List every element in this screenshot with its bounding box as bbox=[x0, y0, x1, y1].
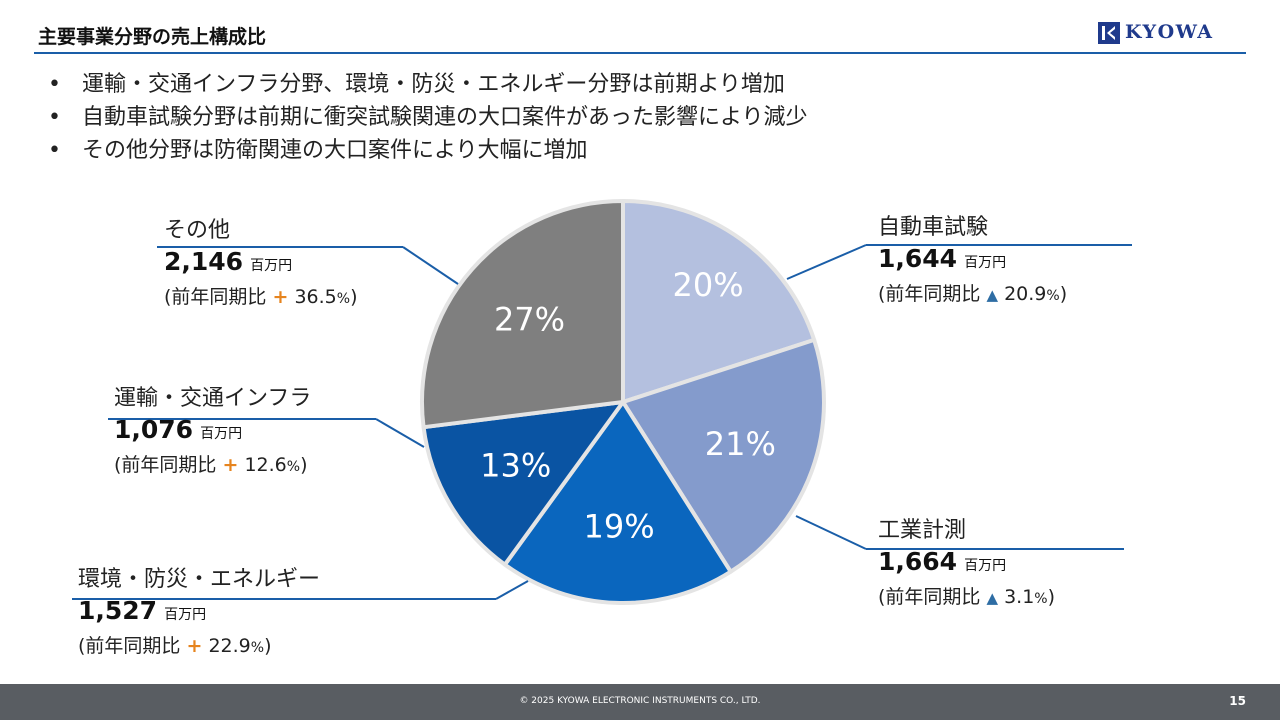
segment-sales-unit: 百万円 bbox=[964, 558, 1007, 574]
callout-leader-line bbox=[402, 246, 459, 285]
segment-sales-value: 1,527 bbox=[78, 596, 158, 625]
yoy-percent-sign: % bbox=[336, 291, 351, 307]
yoy-suffix: ) bbox=[264, 635, 272, 657]
slice-callout: 環境・防災・エネルギー 1,527 百万円 (前年同期比 + 22.9%) bbox=[78, 566, 320, 662]
segment-sales-unit: 百万円 bbox=[250, 258, 293, 274]
callout-leader-line bbox=[375, 418, 425, 448]
pie-slice bbox=[621, 199, 817, 404]
segment-name: 環境・防災・エネルギー bbox=[78, 567, 321, 592]
segment-name: 自動車試験 bbox=[878, 215, 989, 240]
yoy-value: 22.9 bbox=[208, 635, 251, 657]
bullet-item: その他分野は防衛関連の大口案件により大幅に増加 bbox=[48, 134, 808, 167]
copyright-text: © 2025 KYOWA ELECTRONIC INSTRUMENTS CO.,… bbox=[519, 696, 761, 706]
yoy-prefix: (前年同期比 bbox=[878, 586, 981, 608]
segment-sales-value: 1,076 bbox=[114, 415, 194, 444]
yoy-sign: + bbox=[186, 635, 203, 657]
segment-sales-unit: 百万円 bbox=[200, 426, 243, 442]
callout-leader-line bbox=[495, 580, 529, 600]
pie-slice-percent-label: 21% bbox=[705, 425, 776, 463]
yoy-percent-sign: % bbox=[1034, 591, 1048, 607]
company-logo: KYOWA bbox=[1098, 20, 1248, 46]
pie-slice-percent-label: 13% bbox=[480, 446, 551, 484]
yoy-percent-sign: % bbox=[286, 459, 301, 475]
yoy-prefix: (前年同期比 bbox=[164, 286, 267, 308]
yoy-percent-sign: % bbox=[1046, 288, 1060, 304]
yoy-suffix: ) bbox=[300, 454, 308, 476]
slice-callout: その他 2,146 百万円 (前年同期比 + 36.5%) bbox=[164, 217, 357, 313]
pie-slice bbox=[621, 337, 826, 574]
yoy-sign: + bbox=[272, 286, 289, 308]
kyowa-logo-icon bbox=[1098, 22, 1120, 44]
slice-callout: 自動車試験 1,644 百万円 (前年同期比 ▲ 20.9%) bbox=[878, 214, 1067, 310]
yoy-prefix: (前年同期比 bbox=[78, 635, 181, 657]
yoy-suffix: ) bbox=[350, 286, 358, 308]
yoy-prefix: (前年同期比 bbox=[114, 454, 217, 476]
pie-slice-percent-label: 20% bbox=[673, 266, 744, 304]
yoy-suffix: ) bbox=[1047, 586, 1056, 608]
yoy-value: 36.5 bbox=[294, 286, 337, 308]
callout-leader-line bbox=[795, 515, 867, 550]
yoy-value: 20.9 bbox=[1004, 283, 1047, 305]
pie-chart: 20% 21% 19% 13% 27% bbox=[72, 199, 1132, 605]
page-title: 主要事業分野の売上構成比 bbox=[38, 26, 267, 48]
callout-leader-line bbox=[786, 244, 867, 280]
segment-name: 工業計測 bbox=[878, 518, 967, 543]
page-number: 15 bbox=[1229, 694, 1246, 708]
slice-callout: 工業計測 1,664 百万円 (前年同期比 ▲ 3.1%) bbox=[878, 517, 1055, 613]
footer-bar: © 2025 KYOWA ELECTRONIC INSTRUMENTS CO.,… bbox=[0, 684, 1280, 720]
yoy-prefix: (前年同期比 bbox=[878, 283, 981, 305]
segment-sales-value: 2,146 bbox=[164, 247, 244, 276]
summary-bullets: 運輸・交通インフラ分野、環境・防災・エネルギー分野は前期より増加 自動車試験分野… bbox=[48, 68, 808, 167]
bullet-item: 運輸・交通インフラ分野、環境・防災・エネルギー分野は前期より増加 bbox=[48, 68, 808, 101]
yoy-value: 3.1 bbox=[1004, 586, 1035, 608]
segment-sales-value: 1,664 bbox=[878, 547, 958, 576]
yoy-value: 12.6 bbox=[244, 454, 287, 476]
pie-slice-percent-label: 27% bbox=[494, 301, 565, 339]
yoy-suffix: ) bbox=[1059, 283, 1068, 305]
slice-callout: 運輸・交通インフラ 1,076 百万円 (前年同期比 + 12.6%) bbox=[114, 385, 311, 481]
yoy-sign: ▲ bbox=[986, 589, 999, 607]
pie-slice bbox=[420, 199, 625, 430]
segment-name: その他 bbox=[164, 218, 231, 243]
segment-sales-unit: 百万円 bbox=[964, 255, 1007, 271]
segment-name: 運輸・交通インフラ bbox=[114, 386, 312, 411]
pie-slice-percent-label: 19% bbox=[584, 508, 655, 546]
segment-sales-unit: 百万円 bbox=[164, 607, 207, 623]
segment-sales-value: 1,644 bbox=[878, 244, 958, 273]
logo-text: KYOWA bbox=[1125, 21, 1214, 43]
pie-slice bbox=[421, 400, 625, 567]
pie-slice bbox=[502, 400, 733, 605]
bullet-item: 自動車試験分野は前期に衝突試験関連の大口案件があった影響により減少 bbox=[48, 101, 808, 134]
title-divider bbox=[34, 52, 1246, 54]
yoy-sign: + bbox=[222, 454, 239, 476]
yoy-percent-sign: % bbox=[250, 640, 265, 656]
yoy-sign: ▲ bbox=[986, 286, 999, 304]
